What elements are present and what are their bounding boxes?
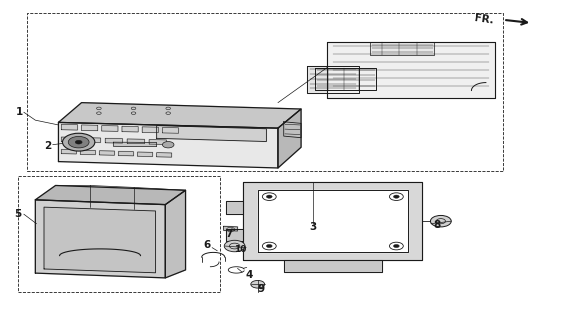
Polygon shape bbox=[163, 127, 178, 133]
Text: FR.: FR. bbox=[474, 13, 494, 26]
Polygon shape bbox=[138, 152, 153, 156]
Polygon shape bbox=[157, 125, 266, 141]
Polygon shape bbox=[102, 125, 118, 131]
Text: 7: 7 bbox=[225, 229, 233, 239]
Circle shape bbox=[266, 244, 272, 248]
Polygon shape bbox=[307, 66, 359, 93]
Polygon shape bbox=[44, 207, 156, 273]
Circle shape bbox=[394, 195, 400, 198]
Polygon shape bbox=[226, 228, 243, 241]
Text: 6: 6 bbox=[204, 240, 211, 250]
Polygon shape bbox=[35, 200, 166, 278]
Circle shape bbox=[251, 280, 265, 288]
Text: 9: 9 bbox=[257, 284, 264, 294]
Polygon shape bbox=[114, 142, 156, 146]
Polygon shape bbox=[284, 260, 382, 271]
Polygon shape bbox=[119, 151, 134, 156]
Polygon shape bbox=[166, 190, 185, 278]
Circle shape bbox=[224, 240, 245, 252]
Text: 5: 5 bbox=[14, 209, 21, 219]
Polygon shape bbox=[223, 226, 237, 231]
Polygon shape bbox=[61, 124, 78, 130]
Circle shape bbox=[266, 195, 272, 198]
Circle shape bbox=[63, 133, 95, 151]
Polygon shape bbox=[157, 153, 171, 157]
Polygon shape bbox=[58, 103, 301, 128]
Circle shape bbox=[68, 136, 89, 148]
Text: 1: 1 bbox=[16, 107, 23, 117]
Polygon shape bbox=[61, 149, 76, 154]
Text: 8: 8 bbox=[433, 220, 441, 230]
Polygon shape bbox=[142, 127, 159, 132]
Polygon shape bbox=[83, 138, 101, 142]
Polygon shape bbox=[122, 126, 138, 132]
Polygon shape bbox=[100, 151, 115, 155]
Circle shape bbox=[163, 141, 174, 148]
Polygon shape bbox=[327, 42, 494, 98]
Polygon shape bbox=[371, 42, 434, 55]
Polygon shape bbox=[149, 140, 167, 144]
Text: 2: 2 bbox=[45, 141, 52, 151]
Text: 4: 4 bbox=[245, 270, 253, 280]
Polygon shape bbox=[278, 109, 301, 168]
Polygon shape bbox=[127, 139, 145, 144]
Polygon shape bbox=[316, 68, 376, 90]
Polygon shape bbox=[35, 186, 185, 204]
Polygon shape bbox=[284, 122, 301, 138]
Polygon shape bbox=[82, 125, 98, 131]
Polygon shape bbox=[58, 123, 278, 168]
Circle shape bbox=[430, 215, 451, 227]
Polygon shape bbox=[80, 150, 96, 155]
Polygon shape bbox=[61, 137, 79, 142]
Text: 10: 10 bbox=[234, 245, 247, 254]
Polygon shape bbox=[258, 190, 408, 252]
Polygon shape bbox=[226, 201, 243, 214]
Circle shape bbox=[75, 140, 82, 144]
Circle shape bbox=[394, 244, 400, 248]
Text: 3: 3 bbox=[309, 222, 316, 232]
Polygon shape bbox=[243, 182, 422, 260]
Polygon shape bbox=[105, 138, 123, 143]
